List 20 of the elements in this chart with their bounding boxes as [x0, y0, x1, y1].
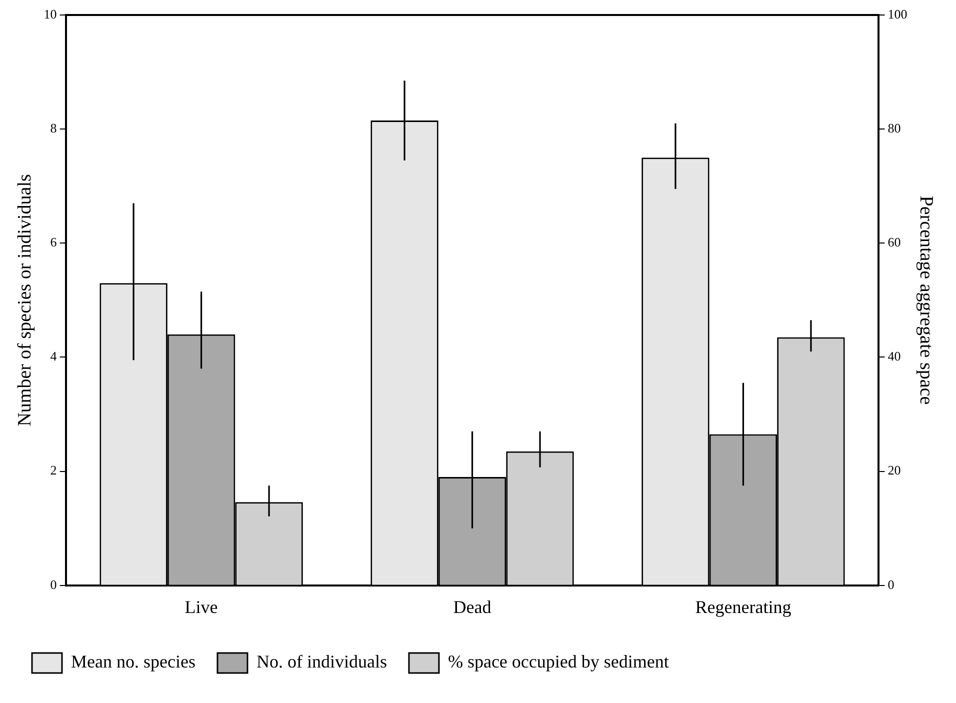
- y2-tick-label: 100: [888, 6, 908, 22]
- y-tick-label: 4: [50, 348, 58, 364]
- y-tick-label: 6: [50, 234, 58, 250]
- legend-label: Mean no. species: [71, 652, 196, 672]
- y2-tick-label: 0: [888, 576, 894, 592]
- y-tick-label: 8: [50, 120, 57, 136]
- y2-tick-label: 40: [888, 348, 901, 364]
- x-tick-label: Live: [184, 596, 218, 617]
- legend-label: % space occupied by sediment: [448, 652, 669, 672]
- y-tick-label: 10: [44, 6, 57, 22]
- y2-axis-title: Percentage aggregate space: [916, 196, 937, 405]
- y-axis-title: Number of species or individuals: [14, 174, 36, 426]
- x-tick-label: Regenerating: [695, 596, 792, 617]
- y2-tick-label: 80: [888, 120, 901, 136]
- x-tick-label: Dead: [453, 596, 492, 617]
- y2-tick-label: 20: [888, 462, 901, 478]
- legend-label: No. of individuals: [256, 652, 387, 672]
- y2-tick-label: 60: [888, 234, 901, 250]
- y-tick-label: 2: [50, 462, 57, 478]
- y-tick-label: 0: [50, 576, 57, 592]
